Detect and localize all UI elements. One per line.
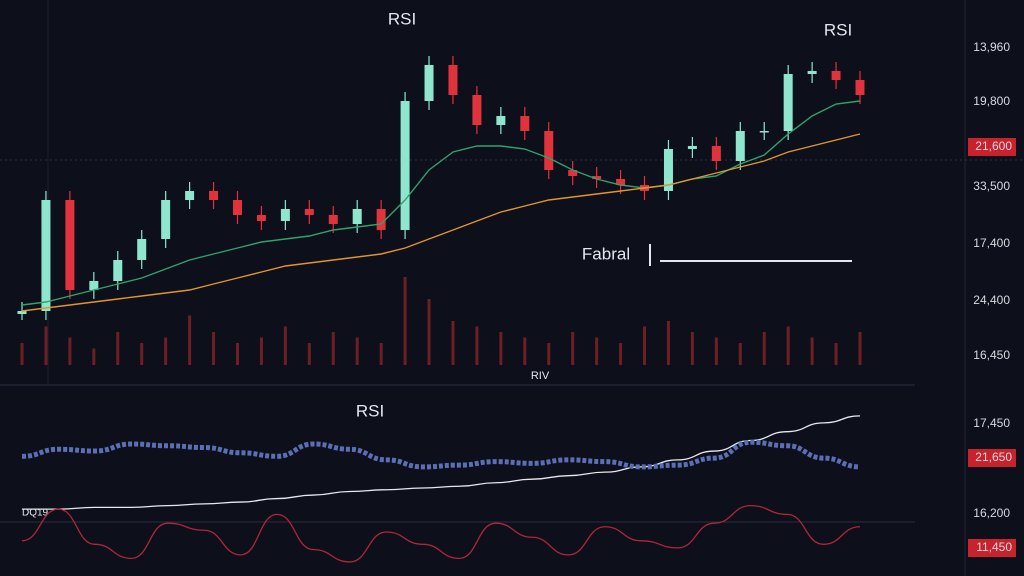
volume-bar [571, 332, 575, 365]
volume-bar [643, 326, 647, 365]
moving-average [21, 100, 861, 306]
price-badge [968, 539, 1016, 557]
volume-bar [188, 315, 192, 365]
volume-bar [259, 337, 263, 365]
candle-body [17, 311, 27, 314]
y-axis-label: 19,800 [973, 94, 1010, 108]
candle-body [448, 65, 458, 95]
y-axis-label: 24,400 [973, 293, 1010, 307]
y-axis-label: 13,960 [973, 40, 1010, 54]
volume-bar [140, 343, 144, 365]
volume-bar [427, 299, 431, 365]
volume-bar [307, 343, 311, 365]
candle-body [663, 149, 673, 191]
candle-body [831, 71, 841, 80]
volume-bar [786, 326, 790, 365]
annotation: RIV [531, 370, 550, 382]
candle-body [328, 215, 338, 224]
volume-bar [331, 332, 335, 365]
volume-bar [762, 332, 766, 365]
volume-bar [475, 326, 479, 365]
volume-bar [714, 337, 718, 365]
candle-body [89, 281, 99, 290]
candle-body [137, 239, 147, 260]
volume-bar [690, 332, 694, 365]
moving-average [21, 133, 861, 312]
candle-body [855, 80, 865, 95]
candle-body [161, 200, 171, 239]
volume-bar [403, 277, 407, 365]
volume-bar [619, 343, 623, 365]
volume-bar [499, 332, 503, 365]
price-badge [968, 449, 1016, 467]
y-axis-label: 17,450 [973, 416, 1010, 430]
volume-bar [666, 321, 670, 365]
indicator-line [21, 439, 861, 470]
candle-body [616, 179, 626, 185]
candle-body [496, 116, 506, 125]
y-axis-label: 16,450 [973, 348, 1010, 362]
candle-body [352, 209, 362, 224]
volume-bar [547, 343, 551, 365]
volume-bar [235, 343, 239, 365]
candle-body [520, 116, 530, 131]
price-badge-label: 21,600 [975, 139, 1012, 153]
volume-bar [92, 348, 96, 365]
price-badge [968, 138, 1016, 156]
candle-body [304, 209, 314, 215]
volume-bar [858, 332, 862, 365]
volume-bar [595, 337, 599, 365]
indicator-line [21, 504, 861, 563]
candle-body [687, 146, 697, 149]
annotation: RSI [824, 20, 852, 39]
indicator-line [21, 415, 861, 510]
panel-title: RSI [356, 401, 384, 420]
candle-body [400, 101, 410, 230]
y-axis-label: 33,500 [973, 179, 1010, 193]
volume-bar [834, 343, 838, 365]
volume-bar [355, 337, 359, 365]
candle-body [65, 200, 75, 290]
candle-body [232, 200, 242, 215]
candle-body [735, 131, 745, 161]
volume-bar [283, 326, 287, 365]
candle-body [592, 176, 602, 179]
y-axis-label: 16,200 [973, 506, 1010, 520]
candle-body [424, 65, 434, 101]
price-badge-label: 11,450 [976, 540, 1012, 554]
volume-bar [810, 337, 814, 365]
volume-bar [451, 321, 455, 365]
candle-body [41, 200, 51, 311]
candle-body [568, 170, 578, 176]
candle-body [783, 74, 793, 131]
candle-body [711, 146, 721, 161]
candle-body [759, 131, 769, 133]
candle-body [113, 260, 123, 281]
candle-body [544, 131, 554, 170]
annotation: RSI [388, 9, 416, 28]
volume-bar [164, 337, 168, 365]
annotation: DQ19 [22, 508, 49, 519]
candle-body [185, 191, 195, 200]
candle-body [280, 209, 290, 221]
volume-bar [738, 343, 742, 365]
volume-bar [44, 326, 48, 365]
candle-body [807, 71, 817, 74]
volume-bar [116, 332, 120, 365]
annotation: Fabral [582, 244, 630, 263]
volume-bar [379, 343, 383, 365]
candle-body [472, 95, 482, 125]
volume-bar [212, 332, 216, 365]
volume-bar [523, 337, 527, 365]
volume-bar [20, 343, 24, 365]
price-badge-label: 21,650 [975, 450, 1012, 464]
y-axis-label: 17,400 [973, 236, 1010, 250]
candle-body [376, 209, 386, 230]
candle-body [256, 215, 266, 221]
candle-body [209, 191, 219, 200]
volume-bar [68, 337, 72, 365]
